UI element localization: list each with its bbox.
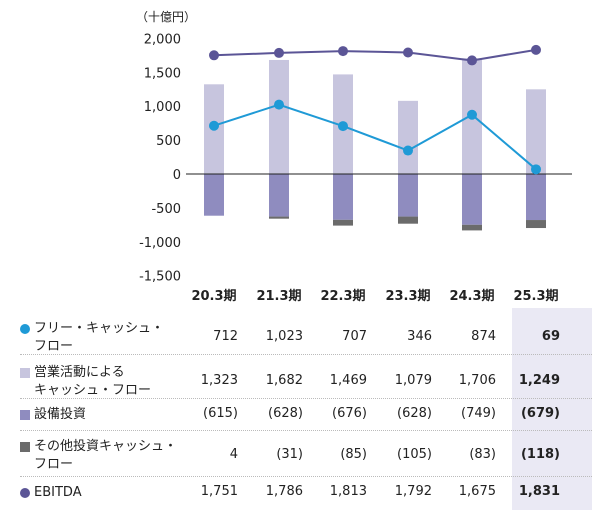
table-cell: (628) <box>397 406 432 421</box>
table-cell: (118) <box>520 447 560 462</box>
y-tick-label: 2,000 <box>144 32 181 47</box>
table-cell: 1,831 <box>518 484 560 499</box>
row-separator <box>20 398 592 399</box>
bars-group <box>204 58 546 231</box>
fcf-point <box>338 121 348 132</box>
other-investing-cf-bar <box>526 220 546 229</box>
fcf-point <box>274 99 284 110</box>
table-cell: 1,469 <box>329 373 367 388</box>
y-tick-label: 500 <box>156 134 181 149</box>
table-cell: (628) <box>268 406 303 421</box>
ebitda-line <box>213 48 537 62</box>
legend-label: EBITDA <box>34 485 82 500</box>
legend-marker <box>20 368 30 378</box>
ebitda-point <box>403 47 413 58</box>
legend-marker <box>20 488 30 498</box>
fcf-line <box>213 103 537 171</box>
legend-marker <box>20 324 30 334</box>
capex-bar <box>333 174 353 220</box>
row-separator <box>20 430 592 431</box>
capex-bar <box>269 174 289 217</box>
category-label: 22.3期 <box>320 289 365 304</box>
table-cell: 1,751 <box>200 484 238 499</box>
capex-bar <box>462 174 482 225</box>
ebitda-point <box>531 44 541 55</box>
ebitda-point <box>467 55 477 66</box>
table-cell: 1,023 <box>265 329 303 344</box>
table-cell: 346 <box>407 329 432 344</box>
capex-bar <box>526 174 546 221</box>
other-investing-cf-bar <box>269 216 289 219</box>
legend-entry: 営業活動による キャッシュ・フロー <box>20 364 199 400</box>
table-cell: (679) <box>520 406 560 421</box>
ebitda-point <box>209 50 219 61</box>
legend-entry: その他投資キャッシュ・ フロー <box>20 438 199 474</box>
table-cell: 1,786 <box>265 484 303 499</box>
table-cell: (85) <box>340 447 367 462</box>
cash-flow-chart: （十億円） 2,000 1,500 1,000 500 0 -500 -1,000 -1,50… <box>136 10 572 304</box>
table-cell: (83) <box>469 447 496 462</box>
row-separator <box>20 354 592 355</box>
operating-cf-bar <box>526 89 546 174</box>
table-cell: 1,682 <box>265 373 303 388</box>
category-label: 21.3期 <box>256 289 301 304</box>
table-cell: 1,675 <box>458 484 496 499</box>
other-investing-cf-bar <box>398 216 418 224</box>
table-cell: 707 <box>342 329 367 344</box>
legend-label: 営業活動による キャッシュ・フロー <box>34 365 152 398</box>
table-cell: 69 <box>541 329 560 344</box>
capex-bar <box>398 174 418 217</box>
legend-entry: EBITDA <box>20 484 199 502</box>
category-label: 23.3期 <box>385 289 430 304</box>
legend-label: その他投資キャッシュ・ フロー <box>34 439 178 472</box>
category-label: 25.3期 <box>513 289 558 304</box>
legend-marker <box>20 410 30 420</box>
table-cell: (749) <box>461 406 496 421</box>
legend-entry: 設備投資 <box>20 406 199 424</box>
other-investing-cf-bar <box>333 219 353 226</box>
legend-marker <box>20 442 30 452</box>
table-cell: 1,323 <box>200 373 238 388</box>
legend-entry: フリー・キャッシュ・ フロー <box>20 320 199 356</box>
category-label: 20.3期 <box>191 289 236 304</box>
ebitda-point <box>274 47 284 58</box>
table-cell: 1,079 <box>394 373 432 388</box>
fcf-point <box>403 145 413 156</box>
legend-label: 設備投資 <box>34 407 87 422</box>
table-cell: 1,706 <box>458 373 496 388</box>
table-cell: 1,792 <box>394 484 432 499</box>
fcf-point <box>209 120 219 131</box>
table-cell: (676) <box>332 406 367 421</box>
table-cell: 1,813 <box>329 484 367 499</box>
y-axis-ticks: 2,000 1,500 1,000 500 0 -500 -1,000 -1,500 <box>139 32 181 284</box>
capex-bar <box>204 174 224 216</box>
table-cell: 1,249 <box>518 373 560 388</box>
lines-group <box>209 44 541 175</box>
fcf-point <box>467 109 477 120</box>
y-tick-label: -1,500 <box>139 270 181 285</box>
category-labels: 20.3期 21.3期 22.3期 23.3期 24.3期 25.3期 <box>191 289 558 304</box>
ebitda-point <box>338 46 348 57</box>
operating-cf-bar <box>398 100 418 174</box>
table-cell: (105) <box>397 447 432 462</box>
table-cell: (31) <box>276 447 303 462</box>
operating-cf-bar <box>269 59 289 174</box>
y-tick-label: 1,000 <box>144 100 181 115</box>
row-separator <box>20 476 592 477</box>
table-cell: 874 <box>471 329 496 344</box>
legend-label: フリー・キャッシュ・ フロー <box>34 321 165 354</box>
data-table: フリー・キャッシュ・ フロー 712 1,023 707 346 874 69 営業活動による… <box>0 306 594 510</box>
table-cell: 4 <box>229 447 238 462</box>
other-investing-cf-bar <box>462 224 482 231</box>
y-tick-label: -500 <box>151 202 181 217</box>
y-tick-label: -1,000 <box>139 236 181 251</box>
table-cell: (615) <box>203 406 238 421</box>
y-tick-label: 1,500 <box>144 66 181 81</box>
category-label: 24.3期 <box>449 289 494 304</box>
fcf-point <box>531 164 541 175</box>
unit-label: （十億円） <box>136 10 196 24</box>
table-cell: 712 <box>213 329 238 344</box>
y-tick-label: 0 <box>173 168 181 183</box>
